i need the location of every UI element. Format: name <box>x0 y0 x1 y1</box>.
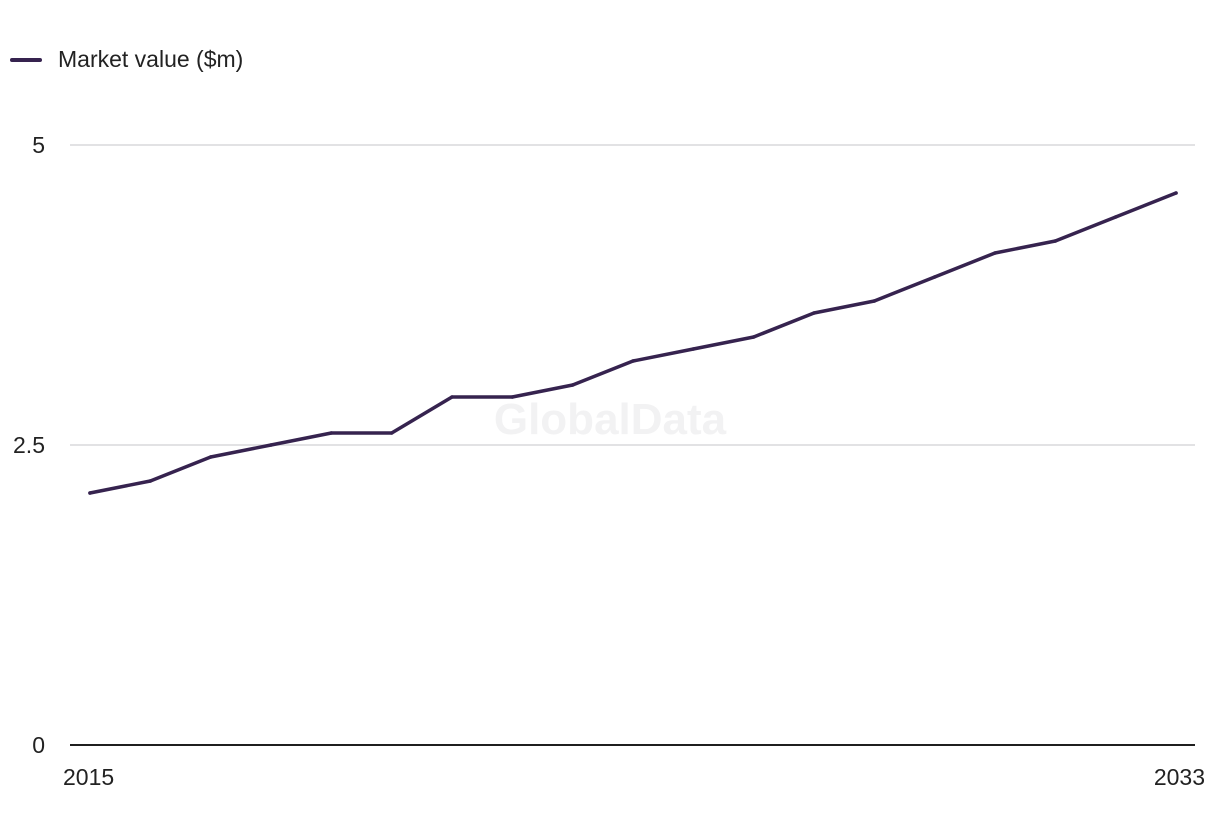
legend-label-market-value: Market value ($m) <box>58 46 244 72</box>
data-point <box>208 455 213 459</box>
data-point <box>148 479 153 483</box>
y-tick-label: 5 <box>32 132 45 158</box>
x-tick-label: 2015 <box>63 764 114 790</box>
data-point <box>570 383 575 387</box>
grid-lines <box>70 144 1195 446</box>
data-point <box>1113 215 1118 219</box>
data-point <box>1053 239 1058 243</box>
axes: 0 2.5 5 2015 2033 <box>13 132 1205 790</box>
y-tick-label: 2.5 <box>13 432 45 458</box>
data-point <box>932 275 937 279</box>
data-point <box>329 431 334 435</box>
legend-swatch-market-value <box>10 57 42 62</box>
y-tick-label: 0 <box>32 732 45 758</box>
data-point <box>872 299 877 303</box>
data-point <box>631 359 635 363</box>
data-point <box>812 311 816 315</box>
data-point <box>88 491 92 495</box>
data-point <box>510 395 515 399</box>
data-point <box>1174 191 1178 195</box>
data-point <box>691 347 696 351</box>
data-point <box>751 335 756 339</box>
chart-legend: Market value ($m) <box>10 46 243 73</box>
series-line-market-value <box>88 191 1178 495</box>
x-tick-label: 2033 <box>1154 764 1205 790</box>
chart-watermark: GlobalData <box>494 395 727 444</box>
data-point <box>269 443 273 447</box>
data-point <box>389 431 394 435</box>
data-point <box>993 251 997 255</box>
data-point <box>450 395 454 399</box>
series-layer <box>88 191 1178 495</box>
